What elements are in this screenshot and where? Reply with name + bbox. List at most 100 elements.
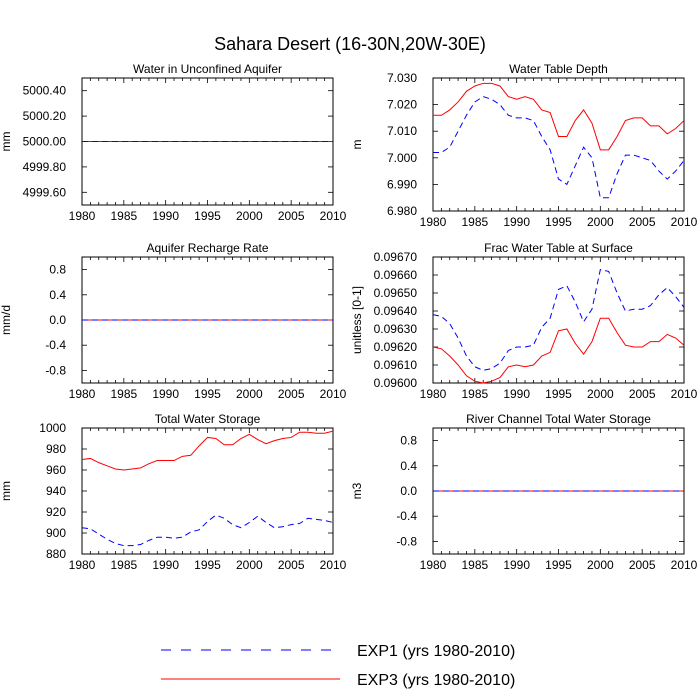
y-axis-label: m3 [350, 482, 364, 499]
panel-title: Water Table Depth [509, 62, 608, 76]
y-tick-label: 0.09600 [374, 376, 418, 390]
x-tick-label: 2000 [236, 558, 263, 572]
y-tick-label: 920 [46, 505, 66, 519]
y-tick-label: 0.09650 [374, 286, 418, 300]
panel-title: Aquifer Recharge Rate [146, 241, 268, 255]
y-tick-label: 5000.40 [23, 84, 67, 98]
x-tick-label: 2005 [278, 558, 305, 572]
x-tick-label: 2010 [320, 558, 347, 572]
x-tick-label: 1985 [110, 387, 137, 401]
y-tick-label: 0.09610 [374, 358, 418, 372]
series-line-exp1 [81, 514, 334, 547]
y-tick-label: -0.8 [396, 534, 417, 548]
x-tick-label: 1995 [545, 387, 572, 401]
y-tick-label: 6.990 [387, 177, 417, 191]
panel-frac-water-table-at-surface: Frac Water Table at Surface unitless [0-1… [350, 241, 698, 401]
y-axis-label: mm/d [0, 305, 13, 335]
figure-title: Sahara Desert (16-30N,20W-30E) [214, 34, 486, 54]
x-tick-label: 1995 [545, 558, 572, 572]
panel-title: Total Water Storage [155, 412, 261, 426]
series-line-exp3 [433, 82, 685, 151]
panel-water-in-unconfined-aquifer: Water in Unconfined Aquifer mm 1980 1985 199… [0, 62, 347, 223]
y-tick-label: -0.8 [45, 363, 66, 377]
y-tick-label: -0.4 [396, 509, 417, 523]
panel-aquifer-recharge-rate: Aquifer Recharge Rate mm/d 1980 1985 1990 199… [0, 241, 347, 401]
y-tick-label: 6.980 [387, 204, 417, 218]
y-tick-label: 0.09660 [374, 268, 418, 282]
y-tick-label: 0.09640 [374, 304, 418, 318]
y-tick-label: 4999.60 [23, 185, 67, 199]
x-tick-label: 1985 [110, 209, 137, 223]
x-tick-label: 1990 [152, 558, 179, 572]
x-tick-label: 2010 [671, 558, 698, 572]
x-tick-label: 1985 [461, 215, 488, 229]
x-tick-label: 1980 [420, 387, 447, 401]
legend-label: EXP1 (yrs 1980-2010) [357, 643, 515, 660]
x-tick-label: 1980 [420, 215, 447, 229]
x-tick-label: 2005 [629, 387, 656, 401]
y-tick-label: 0.0 [49, 313, 66, 327]
y-tick-label: 5000.00 [23, 135, 67, 149]
legend-label: EXP3 (yrs 1980-2010) [357, 672, 515, 689]
x-tick-label: 2005 [629, 215, 656, 229]
x-tick-label: 2010 [320, 387, 347, 401]
panel-river-channel-total-water-storage: River Channel Total Water Storage m3 1980 1… [350, 412, 698, 572]
x-tick-label: 2000 [587, 558, 614, 572]
y-tick-label: 960 [46, 463, 66, 477]
x-tick-label: 1990 [503, 215, 530, 229]
x-tick-label: 1980 [69, 558, 96, 572]
y-tick-label: 0.4 [400, 459, 417, 473]
x-tick-label: 1980 [420, 558, 447, 572]
x-tick-label: 1980 [69, 209, 96, 223]
y-tick-label: 880 [46, 547, 66, 561]
panel-title: River Channel Total Water Storage [466, 412, 651, 426]
x-tick-label: 1985 [461, 558, 488, 572]
y-tick-label: 7.010 [387, 124, 417, 138]
x-tick-label: 2000 [236, 209, 263, 223]
panels: Water in Unconfined Aquifer mm 1980 1985 199… [0, 62, 698, 572]
x-tick-label: 1980 [69, 387, 96, 401]
x-tick-label: 1990 [503, 558, 530, 572]
y-tick-label: 900 [46, 526, 66, 540]
y-tick-label: -0.4 [45, 338, 66, 352]
y-tick-label: 0.8 [400, 434, 417, 448]
plot-frame [81, 427, 334, 555]
series-line-exp1 [433, 96, 685, 199]
panel-water-table-depth: Water Table Depth m 1980 1985 1990 1995 2000 20… [350, 62, 698, 229]
x-tick-label: 1995 [194, 387, 221, 401]
x-tick-label: 2005 [629, 558, 656, 572]
y-tick-label: 0.4 [49, 288, 66, 302]
x-tick-label: 2005 [278, 387, 305, 401]
y-tick-label: 7.030 [387, 71, 417, 85]
x-tick-label: 1990 [152, 387, 179, 401]
x-tick-label: 1995 [545, 215, 572, 229]
x-tick-label: 1995 [194, 209, 221, 223]
x-tick-label: 1990 [152, 209, 179, 223]
panel-total-water-storage: Total Water Storage mm 1980 1985 1990 1995 200… [0, 412, 347, 572]
y-tick-label: 0.09670 [374, 250, 418, 264]
x-tick-label: 1985 [110, 558, 137, 572]
x-tick-label: 1995 [194, 558, 221, 572]
y-tick-label: 5000.20 [23, 109, 67, 123]
x-tick-label: 1985 [461, 387, 488, 401]
series-line-exp1 [432, 269, 685, 371]
series-line-exp3 [432, 317, 685, 384]
plot-frame [432, 256, 685, 384]
y-axis-label: mm [0, 481, 13, 501]
y-tick-label: 1000 [39, 421, 66, 435]
x-tick-label: 2010 [671, 215, 698, 229]
panel-title: Water in Unconfined Aquifer [133, 62, 282, 76]
y-tick-label: 0.09630 [374, 322, 418, 336]
x-tick-label: 2010 [320, 209, 347, 223]
y-tick-label: 980 [46, 442, 66, 456]
series-line-exp3 [81, 430, 334, 471]
y-tick-label: 0.09620 [374, 340, 418, 354]
y-axis-label: mm [0, 132, 13, 152]
plot-frame [432, 77, 685, 212]
x-tick-label: 2000 [236, 387, 263, 401]
y-tick-label: 7.000 [387, 151, 417, 165]
y-tick-label: 7.020 [387, 98, 417, 112]
y-tick-label: 940 [46, 484, 66, 498]
x-tick-label: 2010 [671, 387, 698, 401]
